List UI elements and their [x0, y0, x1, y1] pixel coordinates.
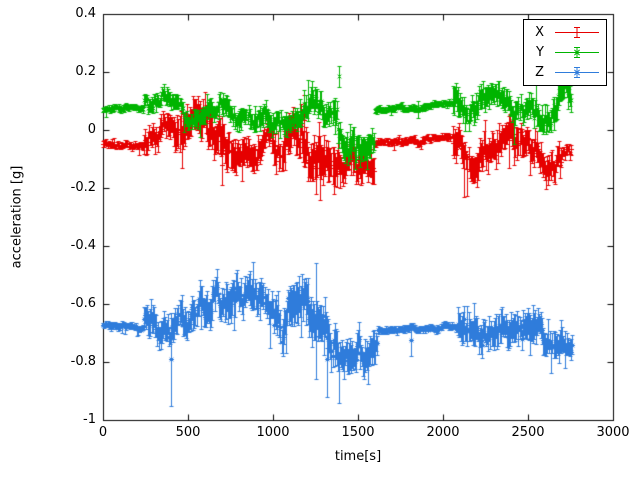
x-tick-label: 1000: [256, 425, 290, 440]
y-tick-label: -0.2: [70, 180, 96, 195]
legend-sample-icon: [555, 46, 599, 58]
legend-label: Z: [535, 64, 544, 80]
legend-sample-icon: [555, 66, 599, 78]
x-tick-label: 2500: [511, 425, 545, 440]
y-tick-label: -0.8: [70, 354, 96, 369]
legend: X Y Z: [523, 19, 607, 86]
y-tick-label: 0.2: [75, 64, 96, 79]
x-tick-label: 2000: [426, 425, 460, 440]
x-tick-label: 3000: [596, 425, 630, 440]
legend-entry-y: Y: [532, 42, 601, 62]
x-tick-label: 1500: [341, 425, 375, 440]
x-axis-title: time[s]: [334, 449, 382, 464]
legend-entry-z: Z: [532, 62, 601, 82]
legend-entry-x: X: [532, 22, 601, 42]
legend-label: Y: [536, 44, 544, 60]
y-tick-label: 0.4: [75, 6, 96, 21]
legend-sample-icon: [555, 26, 599, 38]
y-tick-label: 0: [87, 122, 96, 137]
legend-label: X: [535, 24, 544, 40]
y-tick-label: -0.4: [70, 238, 96, 253]
x-tick-label: 0: [98, 425, 108, 440]
y-tick-label: -0.6: [70, 296, 96, 311]
y-tick-label: -1: [83, 412, 96, 427]
x-tick-label: 500: [175, 425, 201, 440]
